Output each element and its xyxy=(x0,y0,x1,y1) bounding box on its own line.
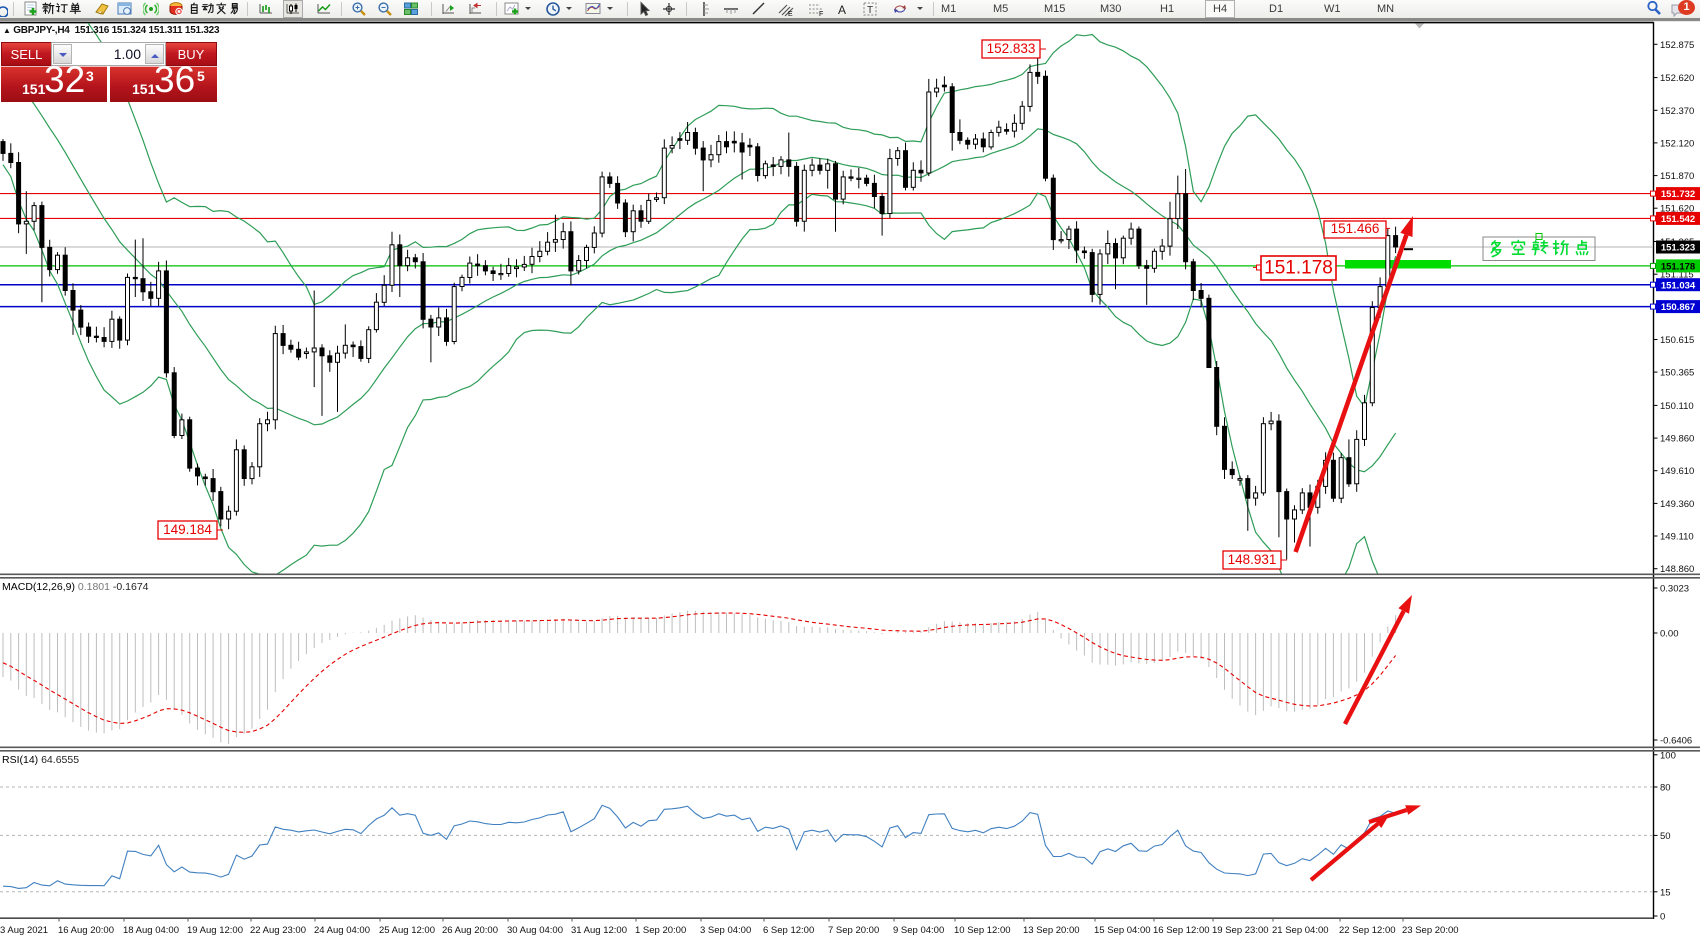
svg-text:152.370: 152.370 xyxy=(1660,106,1694,117)
svg-text:152.620: 152.620 xyxy=(1660,73,1694,84)
svg-text:3 Aug 2021: 3 Aug 2021 xyxy=(0,925,48,936)
svg-text:50: 50 xyxy=(1660,831,1671,842)
svg-text:150.110: 150.110 xyxy=(1660,401,1694,412)
svg-text:13 Sep 20:00: 13 Sep 20:00 xyxy=(1023,925,1080,936)
svg-text:30 Aug 04:00: 30 Aug 04:00 xyxy=(507,925,563,936)
svg-text:149.860: 149.860 xyxy=(1660,434,1694,445)
svg-text:-0.6406: -0.6406 xyxy=(1660,736,1692,747)
svg-text:1 Sep 20:00: 1 Sep 20:00 xyxy=(635,925,686,936)
svg-text:7 Sep 20:00: 7 Sep 20:00 xyxy=(828,925,879,936)
svg-text:150.867: 150.867 xyxy=(1661,302,1695,313)
svg-text:148.860: 148.860 xyxy=(1660,564,1694,575)
svg-text:149.360: 149.360 xyxy=(1660,499,1694,510)
svg-text:151.466: 151.466 xyxy=(1331,221,1380,236)
svg-text:151.115: 151.115 xyxy=(1660,270,1694,281)
svg-text:MACD(12,26,9) 0.1801 -0.1674: MACD(12,26,9) 0.1801 -0.1674 xyxy=(2,581,149,593)
svg-text:149.610: 149.610 xyxy=(1660,466,1694,477)
svg-text:31 Aug 12:00: 31 Aug 12:00 xyxy=(571,925,627,936)
svg-text:0: 0 xyxy=(1660,912,1665,923)
svg-text:22 Sep 12:00: 22 Sep 12:00 xyxy=(1339,925,1396,936)
svg-text:10 Sep 12:00: 10 Sep 12:00 xyxy=(954,925,1011,936)
svg-text:E: E xyxy=(788,11,793,17)
svg-text:23 Sep 20:00: 23 Sep 20:00 xyxy=(1402,925,1459,936)
svg-text:151.178: 151.178 xyxy=(1661,262,1695,273)
svg-text:148.931: 148.931 xyxy=(1228,552,1277,567)
svg-text:150.365: 150.365 xyxy=(1660,368,1694,379)
svg-text:149.184: 149.184 xyxy=(163,522,212,537)
svg-text:16 Sep 12:00: 16 Sep 12:00 xyxy=(1153,925,1210,936)
svg-text:24 Aug 04:00: 24 Aug 04:00 xyxy=(314,925,370,936)
svg-text:21 Sep 04:00: 21 Sep 04:00 xyxy=(1272,925,1329,936)
svg-text:151.732: 151.732 xyxy=(1661,189,1695,200)
svg-text:26 Aug 20:00: 26 Aug 20:00 xyxy=(442,925,498,936)
svg-text:15 Sep 04:00: 15 Sep 04:00 xyxy=(1094,925,1151,936)
svg-text:100: 100 xyxy=(1660,750,1676,761)
svg-text:9 Sep 04:00: 9 Sep 04:00 xyxy=(893,925,944,936)
svg-text:25 Aug 12:00: 25 Aug 12:00 xyxy=(379,925,435,936)
svg-text:3 Sep 04:00: 3 Sep 04:00 xyxy=(700,925,751,936)
svg-text:15: 15 xyxy=(1660,887,1671,898)
svg-text:F: F xyxy=(819,11,823,17)
svg-text:18 Aug 04:00: 18 Aug 04:00 xyxy=(123,925,179,936)
svg-text:0.3023: 0.3023 xyxy=(1660,584,1689,595)
svg-text:151.542: 151.542 xyxy=(1661,214,1695,225)
svg-text:152.875: 152.875 xyxy=(1660,40,1694,51)
svg-text:T: T xyxy=(867,5,873,16)
svg-text:80: 80 xyxy=(1660,783,1671,794)
svg-text:19 Aug 12:00: 19 Aug 12:00 xyxy=(187,925,243,936)
svg-text:6 Sep 12:00: 6 Sep 12:00 xyxy=(763,925,814,936)
svg-text:151.178: 151.178 xyxy=(1264,257,1333,278)
svg-text:16 Aug 20:00: 16 Aug 20:00 xyxy=(58,925,114,936)
svg-text:RSI(14) 64.6555: RSI(14) 64.6555 xyxy=(2,754,79,766)
svg-text:22 Aug 23:00: 22 Aug 23:00 xyxy=(250,925,306,936)
svg-text:152.833: 152.833 xyxy=(987,41,1036,56)
svg-text:0.00: 0.00 xyxy=(1660,629,1679,640)
svg-text:151.034: 151.034 xyxy=(1661,280,1696,291)
svg-text:151.620: 151.620 xyxy=(1660,204,1694,215)
svg-text:151.870: 151.870 xyxy=(1660,171,1694,182)
svg-text:151.323: 151.323 xyxy=(1661,243,1695,254)
svg-text:149.110: 149.110 xyxy=(1660,532,1694,543)
svg-text:150.615: 150.615 xyxy=(1660,335,1694,346)
svg-text:19 Sep 23:00: 19 Sep 23:00 xyxy=(1212,925,1269,936)
svg-text:152.120: 152.120 xyxy=(1660,138,1694,149)
